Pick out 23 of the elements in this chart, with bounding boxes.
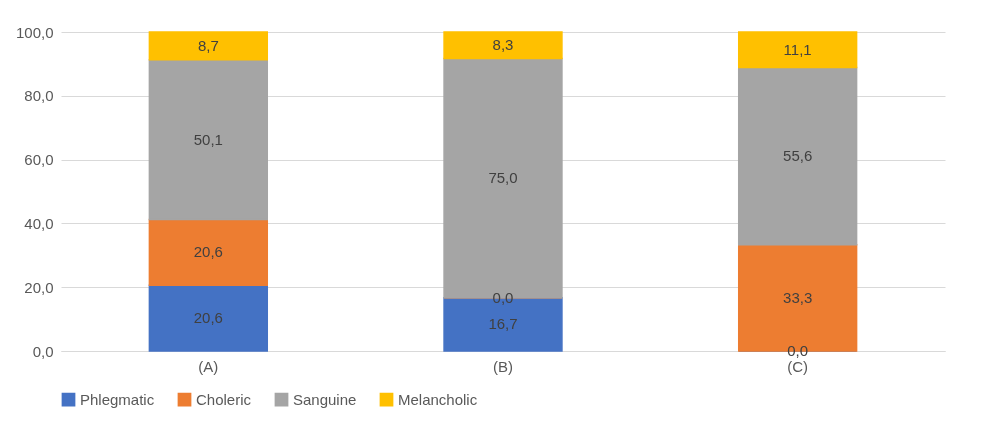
y-tick-label: 80,0	[24, 87, 54, 105]
data-label: 50,1	[193, 130, 223, 148]
data-label: 8,7	[197, 36, 219, 54]
legend-label: Phlegmatic	[80, 390, 155, 408]
y-tick-label: 60,0	[24, 151, 54, 169]
y-tick-label: 0,0	[32, 342, 54, 360]
data-label: 8,3	[492, 36, 514, 54]
data-label: 20,6	[193, 309, 223, 327]
y-tick-label: 100,0	[15, 23, 54, 41]
legend-label: Melancholic	[398, 390, 478, 408]
y-tick-label: 40,0	[24, 214, 54, 232]
data-label: 20,6	[193, 243, 223, 261]
legend-label: Choleric	[196, 390, 252, 408]
x-tick-label: (C)	[787, 357, 809, 375]
x-tick-label: (A)	[198, 357, 219, 375]
y-tick-label: 20,0	[24, 278, 54, 296]
x-tick-label: (B)	[493, 357, 513, 375]
data-label: 33,3	[783, 288, 813, 306]
data-label: 11,1	[783, 40, 812, 58]
legend-label: Sanguine	[293, 390, 357, 408]
data-label: 16,7	[488, 315, 518, 333]
data-label: 55,6	[783, 147, 813, 165]
data-label: 75,0	[488, 169, 518, 187]
